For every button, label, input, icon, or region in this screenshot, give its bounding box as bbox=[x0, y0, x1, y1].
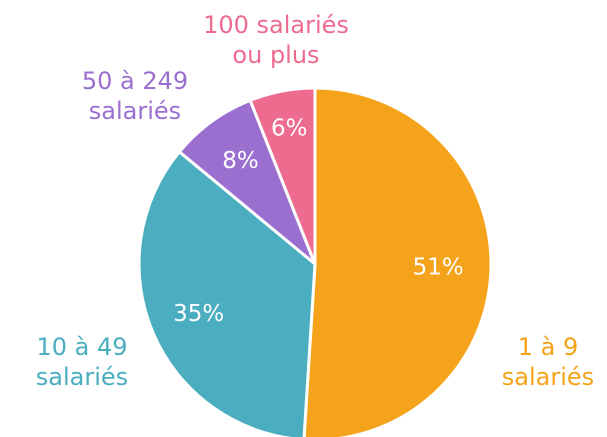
value-label: 51% bbox=[413, 254, 464, 280]
value-label: 6% bbox=[271, 116, 308, 142]
category-label: 10 à 49 salariés bbox=[35, 333, 129, 391]
pie-slice bbox=[248, 86, 317, 265]
category-label: 50 à 249 salariés bbox=[81, 67, 189, 125]
value-label: 8% bbox=[222, 148, 259, 174]
pie-slice bbox=[137, 149, 317, 437]
pie-slice bbox=[177, 98, 317, 266]
value-label: 35% bbox=[173, 301, 224, 327]
category-label: 1 à 9 salariés bbox=[501, 333, 595, 391]
pie-slice bbox=[302, 86, 493, 437]
category-label: 100 salariés ou plus bbox=[203, 11, 349, 69]
